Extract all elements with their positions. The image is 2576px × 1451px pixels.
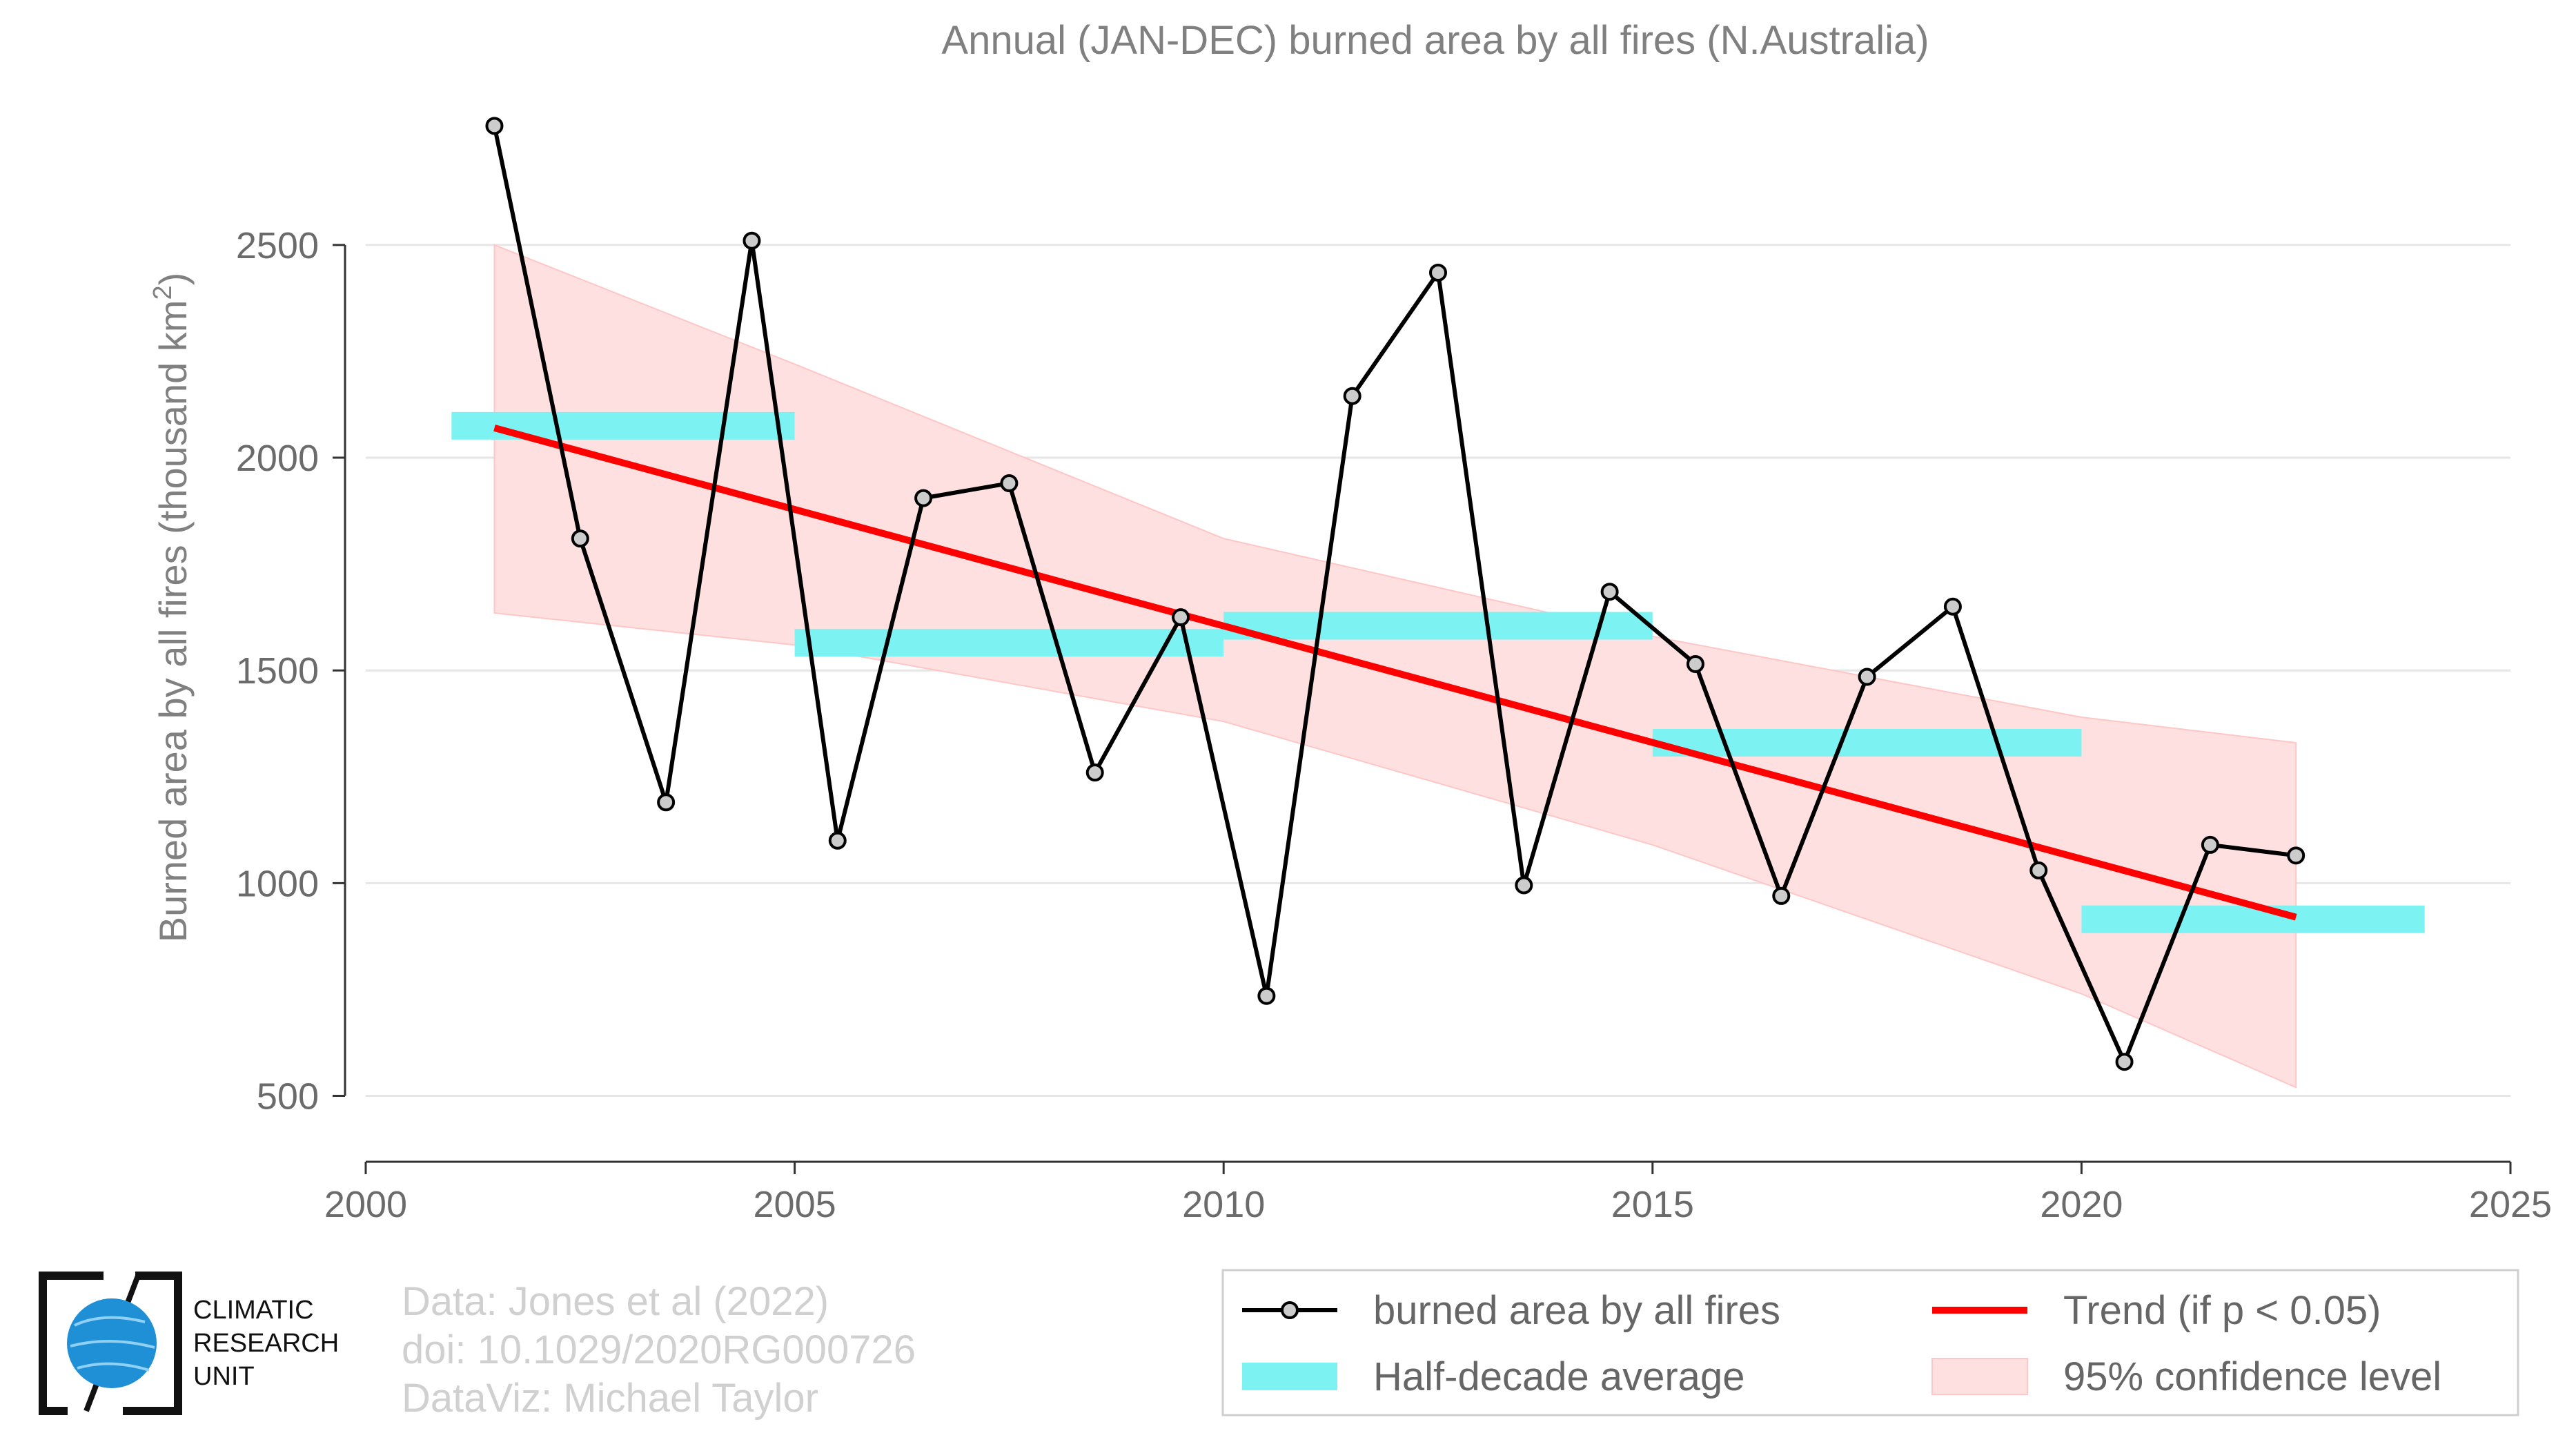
data-point (1085, 763, 1104, 782)
data-point (571, 529, 589, 548)
chart-title: Annual (JAN-DEC) burned area by all fire… (941, 18, 1929, 63)
data-point (1000, 474, 1019, 493)
y-tick-label: 2000 (236, 438, 319, 479)
data-point (2029, 861, 2048, 879)
data-point (1343, 387, 1361, 405)
data-point (485, 117, 504, 135)
legend-confidence-label: 95% confidence level (2063, 1354, 2441, 1399)
y-tick-label: 1500 (236, 650, 319, 692)
legend-item-series: burned area by all fires (1242, 1288, 1780, 1333)
data-point (1943, 597, 1962, 616)
legend-series-label: burned area by all fires (1373, 1288, 1780, 1333)
legend-trend-label: Trend (if p < 0.05) (2063, 1288, 2381, 1333)
confidence-band-layer (493, 244, 2297, 1089)
axes-layer: 500 1000 1500 2000 2500 2000 2005 2010 2015 2020 2… (236, 225, 2552, 1225)
y-tick-label: 1000 (236, 863, 319, 904)
data-point (2115, 1053, 2134, 1071)
half-decade-bar (1652, 729, 2082, 757)
x-tick-label: 2025 (2469, 1184, 2552, 1225)
series-line (492, 125, 2297, 1064)
trend-layer (493, 425, 2297, 921)
data-point (1686, 654, 1704, 673)
confidence-band (493, 244, 2297, 1089)
half-decade-bar (1223, 612, 1653, 640)
half-decade-bar (2081, 905, 2425, 933)
half-decade-bar (451, 411, 795, 440)
globe-lines (70, 1316, 155, 1372)
series-layer (485, 117, 2305, 1071)
logo-bracket-left (39, 1272, 104, 1415)
data-point (914, 489, 933, 507)
trend-line (493, 425, 2297, 921)
x-tick-label: 2000 (324, 1184, 407, 1225)
legend-item-half-decade: Half-decade average (1242, 1354, 1744, 1399)
x-tick-label: 2010 (1182, 1184, 1265, 1225)
data-point (657, 793, 676, 812)
legend-half-decade-label: Half-decade average (1373, 1354, 1744, 1399)
data-point (1257, 986, 1276, 1005)
legend-item-trend: Trend (if p < 0.05) (1932, 1288, 2381, 1333)
data-point (1429, 263, 1447, 282)
data-point (1772, 886, 1791, 905)
y-axis-title-superscript: 2 (148, 285, 177, 300)
data-point (1172, 608, 1190, 627)
half-decade-bar (794, 629, 1224, 657)
legend: burned area by all fires Trend (if p < 0… (1221, 1269, 2519, 1416)
data-point (828, 831, 847, 850)
logo-text-research: RESEARCH (193, 1329, 339, 1358)
legend-confidence-swatch (1931, 1358, 2028, 1395)
logo-text-climatic: CLIMATIC (193, 1296, 314, 1325)
half-decade-layer (451, 411, 2425, 933)
y-tick-label: 2500 (236, 225, 319, 266)
credits: Data: Jones et al (2022) doi: 10.1029/20… (402, 1279, 916, 1421)
credit-dataviz: DataViz: Michael Taylor (402, 1376, 818, 1421)
data-point (1600, 583, 1619, 601)
x-tick-label: 2015 (1611, 1184, 1694, 1225)
data-point (2201, 835, 2219, 854)
logo-text-unit: UNIT (193, 1362, 255, 1391)
data-point (743, 231, 761, 250)
x-tick-label: 2020 (2040, 1184, 2123, 1225)
legend-series-marker (1281, 1301, 1299, 1319)
legend-item-confidence: 95% confidence level (1931, 1354, 2441, 1399)
legend-half-decade-swatch (1242, 1363, 1337, 1390)
credit-doi: doi: 10.1029/2020RG000726 (402, 1327, 916, 1372)
legend-box (1221, 1269, 2519, 1416)
logo-bracket-right (123, 1272, 182, 1415)
data-point (2287, 846, 2305, 865)
credit-data-source: Data: Jones et al (2022) (402, 1279, 829, 1324)
y-axis-title-main: Burned area by all fires (thousand km (151, 300, 195, 943)
data-point (1515, 876, 1533, 895)
cru-logo: CLIMATIC RESEARCH UNIT (39, 1272, 339, 1415)
data-point (1858, 668, 1876, 686)
y-tick-label: 500 (257, 1076, 319, 1118)
y-axis-title: Burned area by all fires (thousand km2) (148, 273, 195, 943)
x-tick-label: 2005 (754, 1184, 836, 1225)
y-axis-title-close: ) (151, 273, 195, 286)
